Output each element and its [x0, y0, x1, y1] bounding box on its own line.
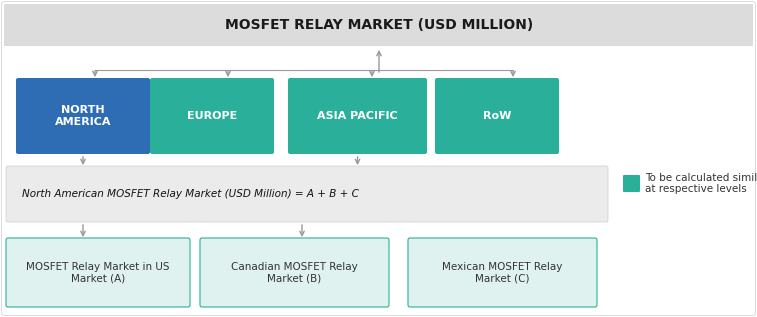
Text: North American MOSFET Relay Market (USD Million) = A + B + C: North American MOSFET Relay Market (USD …	[22, 189, 359, 199]
Text: Mexican MOSFET Relay
Market (C): Mexican MOSFET Relay Market (C)	[442, 262, 562, 283]
FancyBboxPatch shape	[408, 238, 597, 307]
FancyBboxPatch shape	[435, 78, 559, 154]
Text: Canadian MOSFET Relay
Market (B): Canadian MOSFET Relay Market (B)	[231, 262, 358, 283]
FancyBboxPatch shape	[150, 78, 274, 154]
FancyBboxPatch shape	[200, 238, 389, 307]
FancyBboxPatch shape	[6, 238, 190, 307]
Text: RoW: RoW	[483, 111, 511, 121]
Text: MOSFET Relay Market in US
Market (A): MOSFET Relay Market in US Market (A)	[26, 262, 170, 283]
FancyBboxPatch shape	[623, 175, 640, 192]
Text: MOSFET RELAY MARKET (USD MILLION): MOSFET RELAY MARKET (USD MILLION)	[225, 18, 533, 32]
Text: EUROPE: EUROPE	[187, 111, 237, 121]
FancyBboxPatch shape	[4, 4, 753, 46]
Text: NORTH
AMERICA: NORTH AMERICA	[55, 105, 111, 127]
FancyBboxPatch shape	[16, 78, 150, 154]
FancyBboxPatch shape	[288, 78, 427, 154]
Text: ASIA PACIFIC: ASIA PACIFIC	[317, 111, 398, 121]
FancyBboxPatch shape	[6, 166, 608, 222]
Text: To be calculated similarly
at respective levels: To be calculated similarly at respective…	[645, 173, 757, 194]
